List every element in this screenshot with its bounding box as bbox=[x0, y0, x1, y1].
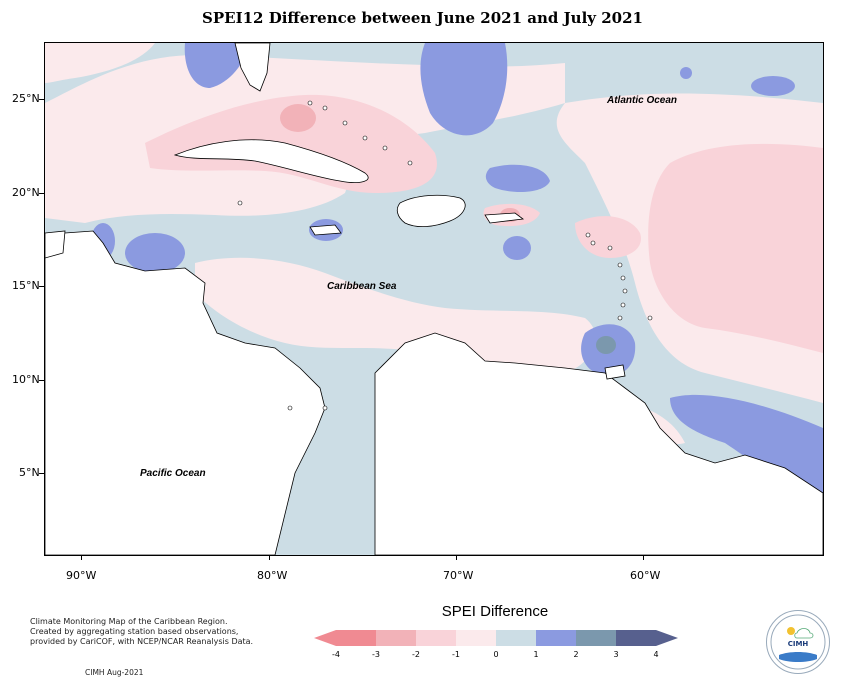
legend-tick-label: 1 bbox=[533, 650, 539, 659]
lon-label-60w: 60°W bbox=[630, 569, 661, 582]
color-legend bbox=[314, 630, 678, 646]
puerto-rico bbox=[484, 212, 525, 224]
lat-tick bbox=[39, 473, 44, 474]
lesser-antilles bbox=[237, 100, 653, 411]
legend-tick-label: 4 bbox=[653, 650, 659, 659]
blue-area-ne-small bbox=[680, 67, 692, 79]
lat-tick bbox=[39, 286, 44, 287]
slate-area-trinidad bbox=[596, 336, 616, 354]
legend-tick-label: 0 bbox=[493, 650, 499, 659]
lat-label-10n: 10°N bbox=[12, 373, 40, 386]
hispaniola bbox=[396, 194, 466, 227]
pink-area-gulf bbox=[45, 43, 155, 83]
credit-text: CIMH Aug-2021 bbox=[85, 668, 144, 677]
legend-arrow-left bbox=[314, 630, 336, 646]
blue-area-hispaniola-n bbox=[485, 164, 550, 193]
yucatan bbox=[45, 230, 66, 259]
pink-area-antilles bbox=[575, 216, 641, 258]
cimh-logo-icon bbox=[770, 614, 826, 670]
lat-label-20n: 20°N bbox=[12, 186, 40, 199]
pink-area-central bbox=[195, 257, 596, 374]
spei-difference-field bbox=[45, 43, 823, 555]
pink-area-east-strong bbox=[648, 143, 823, 353]
pink-area-bahamas bbox=[145, 94, 437, 193]
land-masses bbox=[45, 43, 823, 555]
legend-tick-label: 2 bbox=[573, 650, 579, 659]
trinidad bbox=[604, 364, 626, 380]
spei-map: Atlantic Ocean Caribbean Sea Pacific Oce… bbox=[44, 42, 824, 556]
lat-label-25n: 25°N bbox=[12, 92, 40, 105]
legend-swatch bbox=[496, 630, 536, 646]
legend-tick-label: -4 bbox=[332, 650, 340, 659]
lon-tick bbox=[456, 555, 457, 560]
lon-tick bbox=[269, 555, 270, 560]
legend-tick-label: -2 bbox=[412, 650, 420, 659]
lat-label-5n: 5°N bbox=[19, 466, 40, 479]
lat-tick bbox=[39, 99, 44, 100]
legend-swatch bbox=[456, 630, 496, 646]
lon-tick bbox=[643, 555, 644, 560]
legend-title: SPEI Difference bbox=[441, 603, 549, 620]
legend-swatch bbox=[576, 630, 616, 646]
cuba bbox=[173, 139, 369, 183]
logo-text: CIMH bbox=[787, 640, 809, 648]
blue-area-dr-south bbox=[503, 236, 531, 260]
lon-label-90w: 90°W bbox=[66, 569, 97, 582]
blue-area-atlantic-north bbox=[420, 43, 508, 136]
lon-tick bbox=[81, 555, 82, 560]
legend-tick-label: -3 bbox=[372, 650, 380, 659]
lat-tick bbox=[39, 380, 44, 381]
lon-label-80w: 80°W bbox=[257, 569, 288, 582]
legend-swatch bbox=[616, 630, 656, 646]
map-title: SPEI12 Difference between June 2021 and … bbox=[202, 9, 643, 27]
cimh-logo: CIMH bbox=[766, 610, 830, 674]
lon-label-70w: 70°W bbox=[443, 569, 474, 582]
blue-area-honduras bbox=[125, 233, 185, 273]
blue-area-ne bbox=[751, 76, 795, 96]
central-america bbox=[45, 230, 326, 555]
red-area-bahamas bbox=[280, 104, 316, 132]
atlantic-ocean-label: Atlantic Ocean bbox=[607, 95, 678, 106]
legend-swatch bbox=[376, 630, 416, 646]
lat-tick bbox=[39, 193, 44, 194]
legend-tick-label: 3 bbox=[613, 650, 619, 659]
blue-area-florida bbox=[184, 43, 250, 88]
note-line-3: provided by CariCOF, with NCEP/NCAR Rean… bbox=[30, 637, 254, 646]
positive-difference-areas bbox=[91, 43, 823, 503]
south-america bbox=[374, 332, 823, 555]
note-line-2: Created by aggregating station based obs… bbox=[30, 627, 239, 636]
jamaica bbox=[309, 224, 342, 236]
note-line-1: Climate Monitoring Map of the Caribbean … bbox=[30, 617, 228, 626]
caribbean-sea-label: Caribbean Sea bbox=[327, 281, 397, 292]
legend-swatch bbox=[536, 630, 576, 646]
legend-swatch bbox=[416, 630, 456, 646]
map-notes: Climate Monitoring Map of the Caribbean … bbox=[30, 617, 260, 647]
florida bbox=[234, 43, 271, 92]
legend-swatch bbox=[336, 630, 376, 646]
pacific-ocean-label: Pacific Ocean bbox=[140, 468, 206, 479]
legend-tick-label: -1 bbox=[452, 650, 460, 659]
legend-arrow-right bbox=[656, 630, 678, 646]
lat-label-15n: 15°N bbox=[12, 279, 40, 292]
